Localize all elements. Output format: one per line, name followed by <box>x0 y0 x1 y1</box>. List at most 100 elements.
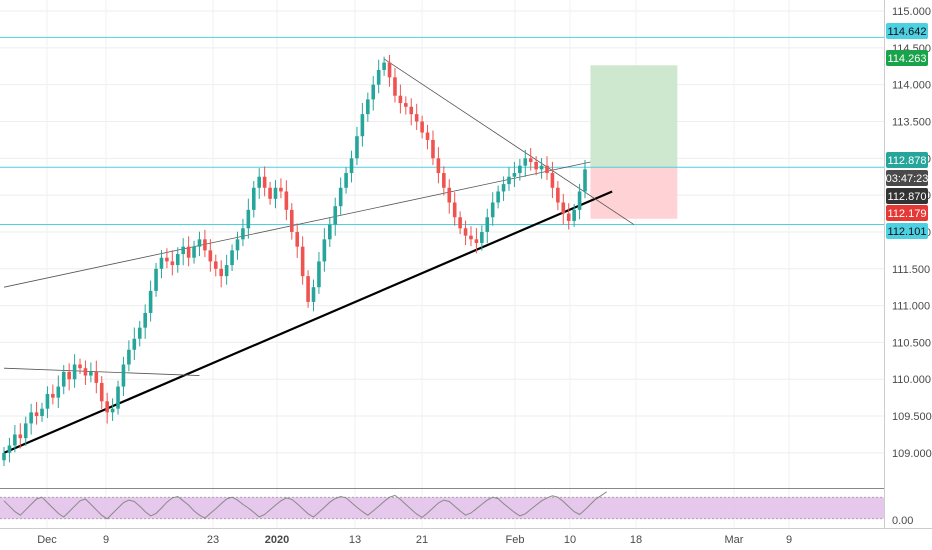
candle-body <box>469 235 473 240</box>
candle-body <box>262 176 267 188</box>
candle-body <box>192 246 196 258</box>
oscillator-line <box>3 491 607 520</box>
horizontal-levels[interactable] <box>0 36 884 226</box>
price-badge-label: 114.263 <box>888 53 927 65</box>
candle-body <box>56 386 61 398</box>
candle-body <box>273 187 278 199</box>
candle-body <box>338 187 343 207</box>
candle-body <box>501 184 506 192</box>
price-badge <box>886 152 928 168</box>
candle-body <box>165 257 169 262</box>
candle-body <box>328 224 332 240</box>
candle-body <box>534 162 538 170</box>
price-tick-label: 109.500 <box>892 411 932 423</box>
candle-body <box>528 158 533 162</box>
candle-body <box>539 165 544 170</box>
candle-body <box>420 121 424 133</box>
candle-body <box>99 382 104 402</box>
candle-body <box>572 209 576 221</box>
candle-body <box>311 287 316 302</box>
candle-body <box>349 158 354 174</box>
trendline-december-line[interactable] <box>3 367 200 376</box>
price-tick-label: 115.000 <box>892 6 931 18</box>
candle-body <box>512 173 517 177</box>
candle-body <box>251 187 256 210</box>
candle-body <box>507 176 511 185</box>
time-tick-label: 9 <box>786 534 792 546</box>
candle-body <box>241 228 245 240</box>
price-tick-label: 109.000 <box>892 448 932 460</box>
price-badges: 114.642 114.263 112.878 03:47:23 112.870 112.… <box>886 23 928 239</box>
candle-body <box>105 401 109 413</box>
price-badge <box>886 50 928 66</box>
price-badge-label: 112.179 <box>888 208 927 220</box>
price-badge-label: 112.101 <box>888 226 927 238</box>
main-grid <box>0 0 884 528</box>
candle-body <box>480 231 484 243</box>
candle-body <box>322 239 327 262</box>
time-tick-label: 2020 <box>265 534 289 546</box>
trendline-falling-resistance[interactable] <box>383 58 635 225</box>
candle-body <box>72 364 77 380</box>
candle-body <box>566 213 571 221</box>
time-tick-label: 9 <box>103 534 109 546</box>
price-badge <box>886 23 928 39</box>
time-tick-label: 13 <box>349 534 361 546</box>
candle-body <box>13 434 17 446</box>
candle-body <box>545 165 549 174</box>
candle-body <box>213 261 218 269</box>
candle-body <box>137 327 142 339</box>
candle-body <box>175 254 180 266</box>
stop-loss-zone[interactable] <box>590 167 678 219</box>
candle-body <box>61 371 66 387</box>
trendline-support[interactable] <box>3 190 613 454</box>
candle-body <box>436 158 441 174</box>
price-badge <box>886 170 928 186</box>
oscillator-pane: 0.00 <box>0 491 913 527</box>
candle-body <box>186 246 191 258</box>
candle-body <box>414 114 419 122</box>
candle-body <box>360 114 365 137</box>
candle-body <box>333 206 338 225</box>
candle-body <box>458 217 462 229</box>
time-tick-label: Mar <box>725 534 744 546</box>
candle-body <box>447 187 452 203</box>
candle-body <box>148 290 153 313</box>
time-axis[interactable]: Dec 9 23 2020 13 21 Feb 10 18 Mar 9 <box>37 534 792 546</box>
candle-body <box>83 368 88 376</box>
candle-body <box>366 99 370 115</box>
candle-body <box>371 84 376 100</box>
candle-body <box>7 445 12 453</box>
candle-body <box>382 62 386 70</box>
candle-body <box>203 239 207 251</box>
candle-body <box>485 217 490 232</box>
candle-body <box>523 158 528 166</box>
candle-body <box>34 412 39 417</box>
long-position-tool[interactable] <box>590 65 678 219</box>
price-badge <box>886 223 928 239</box>
candle-body <box>398 95 403 104</box>
time-tick-label: 21 <box>416 534 428 546</box>
candle-body <box>577 191 582 210</box>
candle-body <box>29 412 33 424</box>
time-tick-label: 10 <box>564 534 576 546</box>
time-tick-label: 18 <box>630 534 642 546</box>
candle-body <box>197 239 202 247</box>
candle-body <box>306 276 310 302</box>
candle-body <box>159 257 164 269</box>
candle-body <box>67 371 71 380</box>
candle-body <box>257 176 262 188</box>
candle-body <box>393 77 397 96</box>
price-tick-label: 110.500 <box>892 337 931 349</box>
profit-zone[interactable] <box>590 65 678 168</box>
candle-body <box>431 139 435 159</box>
candle-body <box>94 371 99 383</box>
candle-body <box>121 364 126 387</box>
candle-body <box>556 187 560 203</box>
oscillator-band <box>0 497 884 519</box>
candle-body <box>317 261 321 288</box>
price-badge-label: 114.642 <box>888 26 927 38</box>
price-tick-label: 111.000 <box>892 301 930 313</box>
candle-body <box>583 169 587 192</box>
